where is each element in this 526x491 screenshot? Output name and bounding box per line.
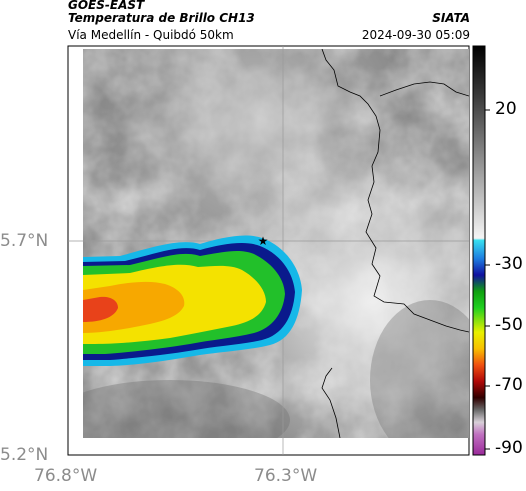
lat-tick-label: 5.2°N [0,445,49,465]
cold-cloud-band [83,235,302,366]
colorbar-tick-label: 20 [495,99,517,119]
colorbar-tick-label: -50 [495,315,523,335]
organization-label: SIATA [432,11,470,25]
boundary-lines [321,49,469,438]
agency-label: GOES-EAST [68,0,145,12]
region-label: Vía Medellín - Quibdó 50km [68,28,234,42]
lon-tick-label: 76.8°W [34,466,98,486]
lat-tick-label: 5.7°N [0,231,49,251]
lon-tick-label: 76.3°W [254,466,318,486]
colorbar-tick-label: -70 [495,375,523,395]
colorbar [472,45,486,456]
location-star-icon: ★ [258,234,269,248]
map-title: Temperatura de Brillo CH13 [68,11,255,25]
colorbar-tick-label: -90 [495,438,523,458]
colorbar-tick-label: -30 [495,254,523,274]
timestamp-label: 2024-09-30 05:09 [361,28,470,42]
